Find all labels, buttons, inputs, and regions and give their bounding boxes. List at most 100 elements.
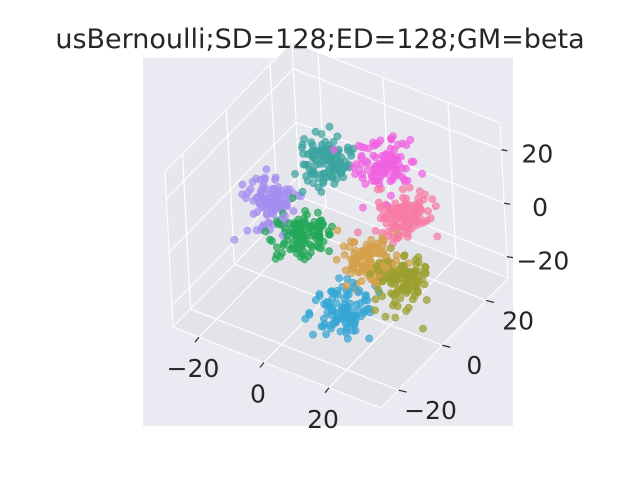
scatter-point-series-7 — [329, 320, 338, 328]
grid-line-z-left — [165, 68, 294, 200]
scatter-point-series-5 — [357, 277, 366, 285]
scatter-point-series-1 — [389, 132, 397, 140]
scatter-point-series-1 — [400, 175, 409, 184]
scatter-point-series-6 — [372, 262, 381, 271]
scatter-point-series-3 — [230, 235, 239, 244]
scatter-point-series-0 — [325, 122, 334, 131]
scatter-point-series-3 — [260, 173, 269, 182]
y-tick-mark — [398, 389, 407, 393]
scatter-point-series-3 — [282, 195, 291, 203]
scatter-point-series-7 — [333, 286, 342, 295]
scatter-point-series-0 — [305, 165, 314, 174]
y-tick-label: −20 — [404, 396, 457, 425]
scatter-point-series-7 — [345, 299, 354, 308]
scatter-point-series-0 — [325, 172, 334, 181]
scatter-point-series-1 — [377, 165, 386, 174]
scatter-point-series-5 — [339, 242, 348, 251]
scatter-point-series-1 — [402, 164, 410, 173]
scatter-point-series-1 — [406, 135, 415, 144]
scatter-point-series-1 — [363, 158, 372, 167]
scatter-point-series-4 — [261, 227, 270, 236]
scatter-point-series-7 — [365, 334, 374, 343]
scatter-point-series-7 — [329, 306, 338, 315]
scatter-point-series-4 — [286, 245, 294, 254]
scatter-point-series-4 — [298, 229, 307, 238]
scatter-point-series-4 — [276, 252, 285, 261]
scatter-point-series-0 — [330, 179, 339, 188]
scatter-point-series-1 — [398, 139, 407, 148]
scatter-point-series-4 — [301, 207, 309, 215]
x-tick-label: 20 — [307, 405, 339, 434]
scatter-point-series-2 — [371, 226, 380, 235]
scatter-point-series-1 — [329, 145, 338, 154]
scatter-point-series-2 — [431, 202, 440, 210]
scatter-point-series-7 — [360, 296, 369, 304]
scatter-point-series-2 — [421, 190, 429, 199]
scatter-point-series-1 — [376, 136, 385, 145]
scatter-point-series-7 — [309, 330, 317, 339]
scatter-point-series-7 — [352, 311, 361, 320]
x-tick-mark — [324, 387, 330, 394]
scatter-point-series-7 — [351, 326, 360, 335]
scatter-point-series-0 — [317, 130, 326, 138]
scatter-point-series-6 — [371, 295, 380, 304]
scatter-point-series-3 — [246, 185, 255, 194]
scatter-point-series-7 — [328, 294, 337, 303]
x-tick-label: −20 — [167, 354, 220, 383]
scatter-point-series-6 — [371, 306, 379, 315]
scatter-point-series-3 — [252, 174, 261, 183]
scatter-point-series-4 — [313, 208, 322, 217]
scatter-point-series-0 — [331, 155, 340, 164]
scatter-point-series-2 — [389, 223, 398, 232]
scatter-point-series-6 — [386, 244, 395, 253]
scatter-point-series-6 — [396, 274, 405, 283]
scatter-point-series-1 — [357, 153, 366, 162]
z-tick-label: −20 — [517, 247, 570, 276]
scatter-point-series-5 — [371, 249, 380, 257]
grid-line-z-left — [168, 121, 297, 253]
scatter-point-series-3 — [264, 189, 273, 198]
scatter-point-series-4 — [267, 237, 276, 245]
scatter-point-series-2 — [428, 195, 437, 203]
y-tick-label: 0 — [466, 351, 482, 380]
scatter-point-series-3 — [262, 210, 271, 219]
scatter-point-series-4 — [325, 247, 333, 256]
scatter-point-series-3 — [281, 212, 289, 220]
scatter-point-series-1 — [354, 141, 363, 150]
scatter-point-series-1 — [389, 163, 398, 171]
scatter-point-series-1 — [369, 151, 378, 160]
scatter-point-series-3 — [249, 196, 258, 205]
scatter-point-series-1 — [386, 191, 395, 200]
scatter-point-series-2 — [414, 194, 423, 203]
scatter-point-series-0 — [291, 170, 299, 178]
scatter-point-series-0 — [298, 140, 307, 149]
scatter-point-series-5 — [365, 244, 374, 253]
scatter-point-series-6 — [396, 294, 405, 303]
scatter-point-series-7 — [335, 274, 343, 283]
scatter-point-series-5 — [378, 234, 387, 242]
scatter-point-series-3 — [273, 190, 282, 198]
x-tick-mark — [259, 362, 265, 368]
scatter-point-series-2 — [353, 228, 362, 237]
scatter-point-series-2 — [414, 201, 422, 210]
scatter-point-series-3 — [257, 204, 266, 212]
scatter-point-series-2 — [377, 202, 386, 211]
scatter-point-series-6 — [383, 274, 392, 283]
scatter-point-series-0 — [307, 138, 316, 146]
scatter-point-series-6 — [391, 313, 400, 322]
scatter-point-series-0 — [315, 151, 324, 159]
z-tick-mark — [501, 149, 508, 152]
scatter-point-series-6 — [404, 303, 413, 312]
scatter-point-series-1 — [361, 180, 370, 188]
scatter-point-series-7 — [327, 287, 335, 296]
scatter-point-series-7 — [320, 320, 329, 328]
scatter-point-series-6 — [405, 267, 414, 276]
scatter-point-series-1 — [371, 141, 380, 149]
z-tick-label: 20 — [521, 140, 553, 169]
scatter-point-series-6 — [400, 251, 409, 260]
scatter-point-series-1 — [386, 144, 395, 153]
scatter-point-series-5 — [332, 255, 341, 264]
scatter-point-series-0 — [308, 150, 317, 159]
scatter-point-series-3 — [262, 165, 271, 174]
scatter-point-series-3 — [278, 201, 286, 209]
